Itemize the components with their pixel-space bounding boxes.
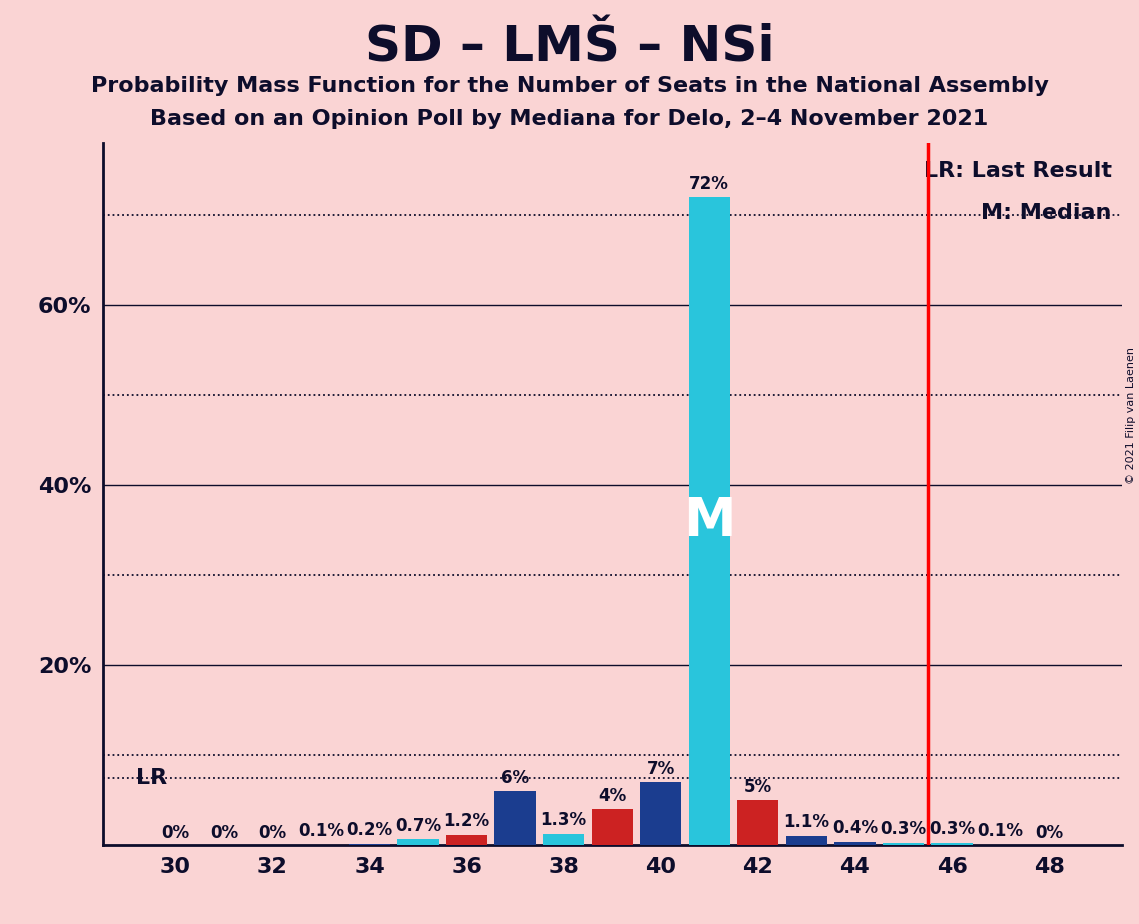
Text: 6%: 6% [501, 769, 530, 787]
Bar [494, 792, 535, 845]
Bar [640, 783, 681, 845]
Bar [446, 834, 487, 845]
Bar [737, 800, 778, 845]
Text: 0%: 0% [162, 824, 189, 842]
Bar [689, 197, 730, 845]
Text: 4%: 4% [598, 787, 626, 805]
Text: 1.2%: 1.2% [443, 812, 490, 830]
Text: 0.3%: 0.3% [929, 821, 975, 838]
Text: M: M [683, 495, 736, 547]
Text: 1.3%: 1.3% [541, 811, 587, 829]
Text: 0%: 0% [1035, 824, 1063, 842]
Text: LR: Last Result: LR: Last Result [924, 161, 1112, 181]
Text: © 2021 Filip van Laenen: © 2021 Filip van Laenen [1126, 347, 1136, 484]
Text: 0%: 0% [259, 824, 287, 842]
Text: 7%: 7% [647, 760, 675, 778]
Text: 5%: 5% [744, 778, 772, 796]
Text: 0.4%: 0.4% [831, 820, 878, 837]
Text: 0.1%: 0.1% [298, 822, 344, 840]
Bar [398, 839, 439, 845]
Bar [834, 842, 876, 845]
Text: 0.1%: 0.1% [977, 822, 1024, 840]
Text: Probability Mass Function for the Number of Seats in the National Assembly: Probability Mass Function for the Number… [91, 76, 1048, 96]
Bar [883, 843, 924, 845]
Text: 0.2%: 0.2% [346, 821, 393, 839]
Bar [349, 844, 391, 845]
Text: M: Median: M: Median [982, 203, 1112, 223]
Text: Based on an Opinion Poll by Mediana for Delo, 2–4 November 2021: Based on an Opinion Poll by Mediana for … [150, 109, 989, 129]
Text: 0%: 0% [210, 824, 238, 842]
Text: 0.3%: 0.3% [880, 821, 926, 838]
Text: LR: LR [137, 768, 167, 788]
Text: 0.7%: 0.7% [395, 817, 441, 834]
Bar [786, 835, 827, 845]
Text: 72%: 72% [689, 175, 729, 193]
Text: 1.1%: 1.1% [784, 813, 829, 831]
Bar [543, 833, 584, 845]
Text: SD – LMŠ – NSi: SD – LMŠ – NSi [364, 23, 775, 71]
Bar [591, 809, 633, 845]
Bar [932, 843, 973, 845]
